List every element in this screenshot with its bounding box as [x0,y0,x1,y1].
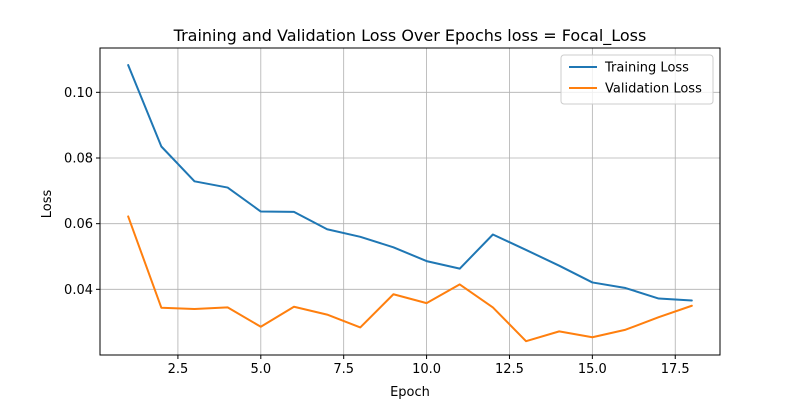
x-tick-label: 5.0 [250,362,271,377]
legend-label: Validation Loss [605,82,702,97]
series-line-training-loss [127,64,693,302]
x-tick-label: 2.5 [168,362,189,377]
y-tick-label: 0.06 [64,217,93,232]
series-lines [127,64,693,343]
legend-label: Training Loss [604,61,689,76]
chart-title: Training and Validation Loss Over Epochs… [173,26,647,46]
x-tick-label: 7.5 [333,362,354,377]
x-axis-title: Epoch [390,385,430,400]
series-line-validation-loss [127,215,693,343]
legend: Training Loss Validation Loss [560,54,714,105]
legend-box [560,54,714,105]
y-axis-title: Loss [40,190,55,219]
y-tick-label: 0.04 [64,283,93,298]
axis-ticks: 2.5 5.0 7.5 10.0 12.5 15.0 17.5 0.04 0.06 0.08 0.1… [64,86,690,377]
plot-frame [99,47,721,356]
y-tick-label: 0.10 [64,86,93,101]
x-tick-label: 17.5 [661,362,690,377]
y-tick-label: 0.08 [64,151,93,166]
x-tick-label: 10.0 [412,362,441,377]
x-tick-label: 12.5 [495,362,524,377]
x-tick-label: 15.0 [578,362,607,377]
